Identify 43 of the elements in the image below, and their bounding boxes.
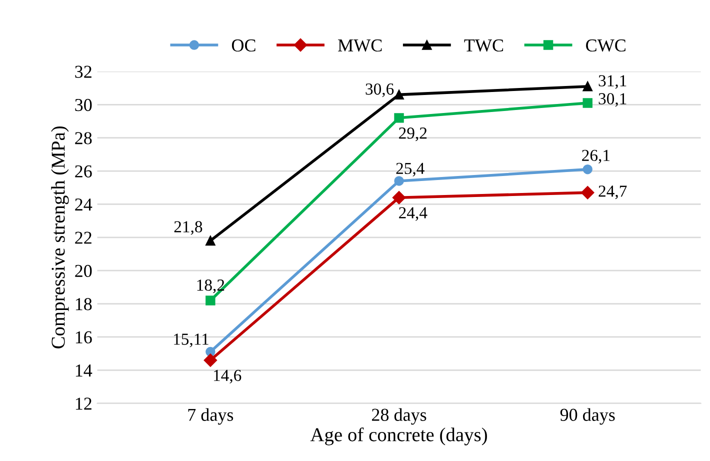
point [394,113,404,123]
point [394,90,404,100]
data-label: 18,2 [197,280,224,294]
point [204,354,218,367]
y-tick-label: 22 [75,232,92,244]
legend-label: OC [232,39,256,52]
y-tick-label: 16 [76,331,92,344]
y-tick-label: 32 [75,66,92,78]
data-label: 26,1 [582,150,610,164]
data-label: 14,6 [214,370,242,384]
data-label: 25,4 [396,162,424,176]
y-tick-label: 20 [75,264,92,278]
x-tick-label: 7 days [188,408,234,425]
y-tick-label: 12 [76,398,92,410]
x-tick-label: 28 days [372,408,426,425]
point [392,190,406,204]
y-tick-label: 14 [76,364,92,376]
data-label: 31,1 [598,75,626,89]
y-tick-label: 24 [75,198,92,210]
data-label: 29,2 [399,128,427,142]
y-tick-label: 18 [76,298,92,310]
data-label: 30,1 [598,93,626,107]
data-label: 15,11 [174,334,208,348]
data-label: 30,6 [366,83,394,98]
point [582,82,592,92]
point [582,98,592,108]
point [582,164,592,174]
x-tick-label: 90 days [560,408,615,425]
legend-label: TWC [464,39,504,52]
data-label: 21,8 [174,221,202,235]
data-label: 24,7 [598,186,627,200]
point [394,176,404,186]
y-tick-label: 26 [75,165,92,178]
point [206,236,216,246]
legend-label: CWC [586,39,626,52]
y-tick-label: 28 [75,132,92,144]
x-axis-title: Age of concrete (days) [310,427,487,446]
y-tick-label: 30 [75,98,92,112]
y-axis-title: Compressive strength (MPa) [51,126,69,348]
point [581,186,594,200]
point [206,296,216,306]
data-label: 24,4 [399,207,428,221]
legend-label: MWC [338,39,382,52]
